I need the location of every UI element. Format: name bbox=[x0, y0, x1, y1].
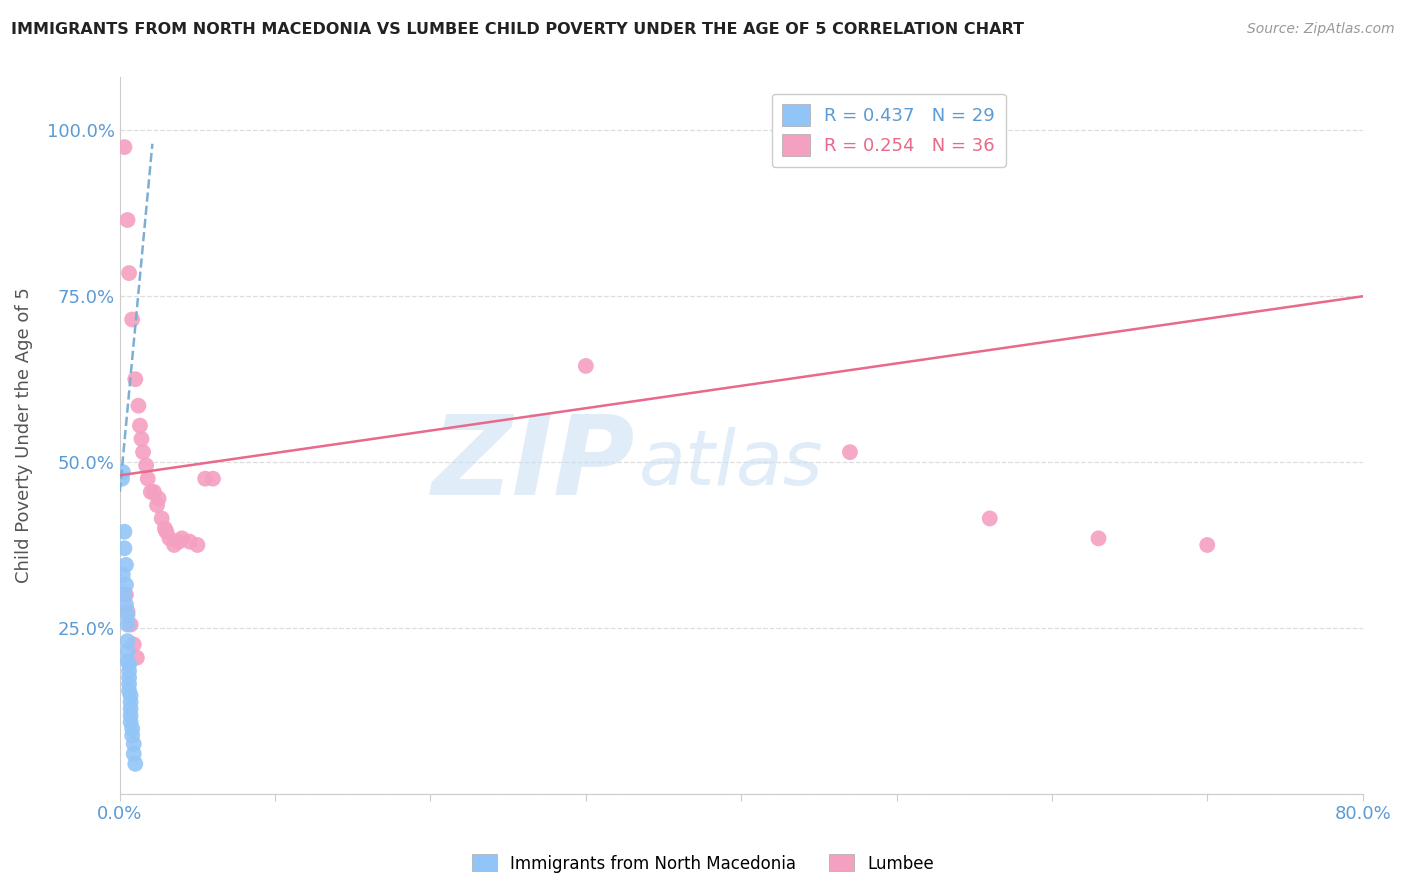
Point bbox=[148, 491, 170, 506]
Point bbox=[120, 702, 142, 716]
Point bbox=[115, 558, 138, 572]
Point bbox=[122, 747, 145, 761]
Point bbox=[115, 588, 138, 602]
Point bbox=[150, 511, 173, 525]
Point bbox=[120, 695, 142, 709]
Point bbox=[201, 472, 224, 486]
Text: ZIP: ZIP bbox=[432, 410, 636, 517]
Text: IMMIGRANTS FROM NORTH MACEDONIA VS LUMBEE CHILD POVERTY UNDER THE AGE OF 5 CORRE: IMMIGRANTS FROM NORTH MACEDONIA VS LUMBE… bbox=[11, 22, 1024, 37]
Point bbox=[117, 644, 139, 658]
Point bbox=[121, 722, 143, 736]
Point bbox=[118, 657, 141, 672]
Point bbox=[142, 484, 165, 499]
Point bbox=[122, 637, 145, 651]
Point bbox=[124, 372, 146, 386]
Point bbox=[117, 617, 139, 632]
Point bbox=[118, 677, 141, 691]
Point bbox=[159, 532, 181, 546]
Point bbox=[120, 708, 142, 723]
Point bbox=[575, 359, 598, 373]
Point bbox=[135, 458, 157, 473]
Point bbox=[117, 604, 139, 618]
Point bbox=[120, 617, 142, 632]
Point bbox=[131, 432, 153, 446]
Legend: Immigrants from North Macedonia, Lumbee: Immigrants from North Macedonia, Lumbee bbox=[465, 847, 941, 880]
Point bbox=[117, 607, 139, 622]
Point bbox=[118, 671, 141, 685]
Point bbox=[125, 650, 148, 665]
Point bbox=[979, 511, 1001, 525]
Point bbox=[112, 541, 135, 556]
Point bbox=[118, 266, 141, 280]
Point bbox=[146, 498, 169, 512]
Point bbox=[112, 524, 135, 539]
Point bbox=[122, 737, 145, 751]
Point bbox=[118, 684, 141, 698]
Point bbox=[121, 728, 143, 742]
Point bbox=[155, 524, 177, 539]
Point bbox=[115, 578, 138, 592]
Point bbox=[115, 598, 138, 612]
Point bbox=[120, 714, 142, 729]
Point bbox=[111, 567, 134, 582]
Point bbox=[118, 664, 141, 678]
Y-axis label: Child Poverty Under the Age of 5: Child Poverty Under the Age of 5 bbox=[15, 287, 32, 583]
Point bbox=[117, 654, 139, 668]
Point bbox=[1087, 532, 1109, 546]
Text: atlas: atlas bbox=[640, 427, 824, 501]
Point bbox=[112, 140, 135, 154]
Point bbox=[153, 521, 176, 535]
Point bbox=[129, 418, 152, 433]
Point bbox=[167, 534, 190, 549]
Point bbox=[139, 484, 162, 499]
Point bbox=[120, 689, 142, 703]
Point bbox=[121, 312, 143, 326]
Point bbox=[117, 634, 139, 648]
Point bbox=[117, 213, 139, 227]
Point bbox=[124, 756, 146, 771]
Point bbox=[112, 588, 135, 602]
Point bbox=[179, 534, 201, 549]
Point bbox=[111, 465, 134, 479]
Legend: R = 0.437   N = 29, R = 0.254   N = 36: R = 0.437 N = 29, R = 0.254 N = 36 bbox=[772, 94, 1005, 167]
Text: Source: ZipAtlas.com: Source: ZipAtlas.com bbox=[1247, 22, 1395, 37]
Point bbox=[839, 445, 862, 459]
Point bbox=[111, 472, 134, 486]
Point bbox=[163, 538, 186, 552]
Point bbox=[1197, 538, 1219, 552]
Point bbox=[136, 472, 159, 486]
Point bbox=[170, 532, 193, 546]
Point bbox=[132, 445, 155, 459]
Point bbox=[127, 399, 149, 413]
Point bbox=[186, 538, 208, 552]
Point bbox=[194, 472, 217, 486]
